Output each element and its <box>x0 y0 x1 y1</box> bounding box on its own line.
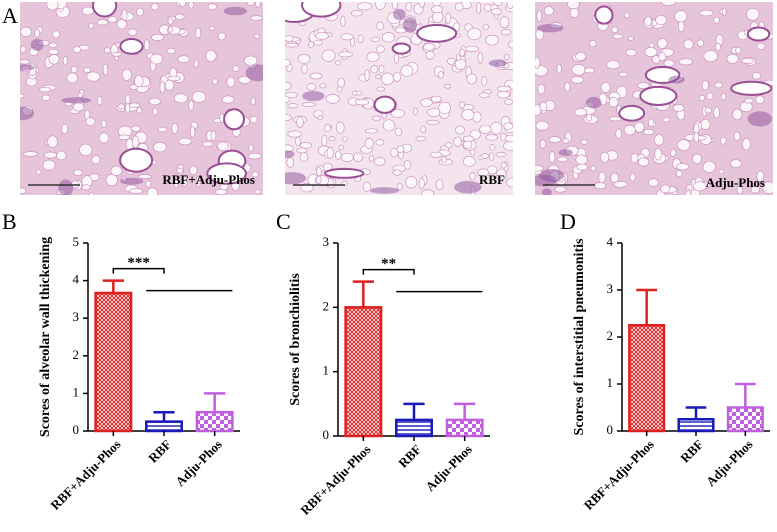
histology-image <box>20 2 263 195</box>
y-tick-label: 1 <box>323 363 330 378</box>
x-tick-label: Adju-Phos <box>422 442 475 495</box>
y-axis-label: Scores of bronchiolitis <box>288 273 303 406</box>
significance-label: *** <box>127 255 150 271</box>
y-tick-label: 2 <box>73 347 80 362</box>
x-tick-label: RBF+Adju-Phos <box>297 442 373 518</box>
y-axis-label: Scores of interstitial pneumonitis <box>572 238 587 435</box>
significance-label: ** <box>381 256 396 272</box>
y-tick-label: 0 <box>607 422 614 437</box>
y-tick-label: 1 <box>607 375 614 390</box>
bar <box>94 291 133 433</box>
bar <box>677 418 715 433</box>
significance-bracket <box>362 268 415 275</box>
image-caption: Adju-Phos <box>706 175 765 190</box>
bar <box>195 410 234 433</box>
y-tick-label: 2 <box>323 298 330 313</box>
x-tick-label: RBF <box>395 442 424 471</box>
panel-label: C <box>276 209 291 234</box>
histology-image <box>285 2 513 195</box>
y-tick-label: 0 <box>73 422 80 437</box>
y-axis-label: Scores of alveolar wall thickening <box>38 237 53 437</box>
x-tick-label: Adju-Phos <box>172 437 225 490</box>
x-tick-label: RBF <box>145 437 174 466</box>
y-tick-label: 5 <box>73 234 80 249</box>
panel-label: B <box>2 209 17 234</box>
x-tick-label: Adju-Phos <box>703 437 756 490</box>
bar <box>344 306 383 438</box>
x-tick-label: RBF+Adju-Phos <box>47 437 123 513</box>
y-tick-label: 3 <box>73 309 80 324</box>
y-tick-label: 2 <box>607 328 614 343</box>
x-tick-label: RBF+Adju-Phos <box>581 437 657 513</box>
bar <box>628 324 666 433</box>
bar <box>145 420 183 433</box>
bar <box>726 406 764 433</box>
bar <box>395 418 433 438</box>
panel-label: D <box>560 209 576 234</box>
y-tick-label: 0 <box>323 427 330 442</box>
y-tick-label: 3 <box>323 234 330 249</box>
y-tick-label: 1 <box>73 384 80 399</box>
image-caption: RBF <box>479 172 505 187</box>
y-tick-label: 4 <box>73 272 80 287</box>
x-tick-label: RBF <box>677 437 706 466</box>
panel-label: A <box>2 3 18 28</box>
significance-bracket <box>112 267 165 274</box>
y-tick-label: 3 <box>607 281 614 296</box>
histology-image <box>535 2 773 195</box>
y-tick-label: 4 <box>607 234 614 249</box>
image-caption: RBF+Adju-Phos <box>162 172 255 187</box>
bar <box>445 418 484 438</box>
